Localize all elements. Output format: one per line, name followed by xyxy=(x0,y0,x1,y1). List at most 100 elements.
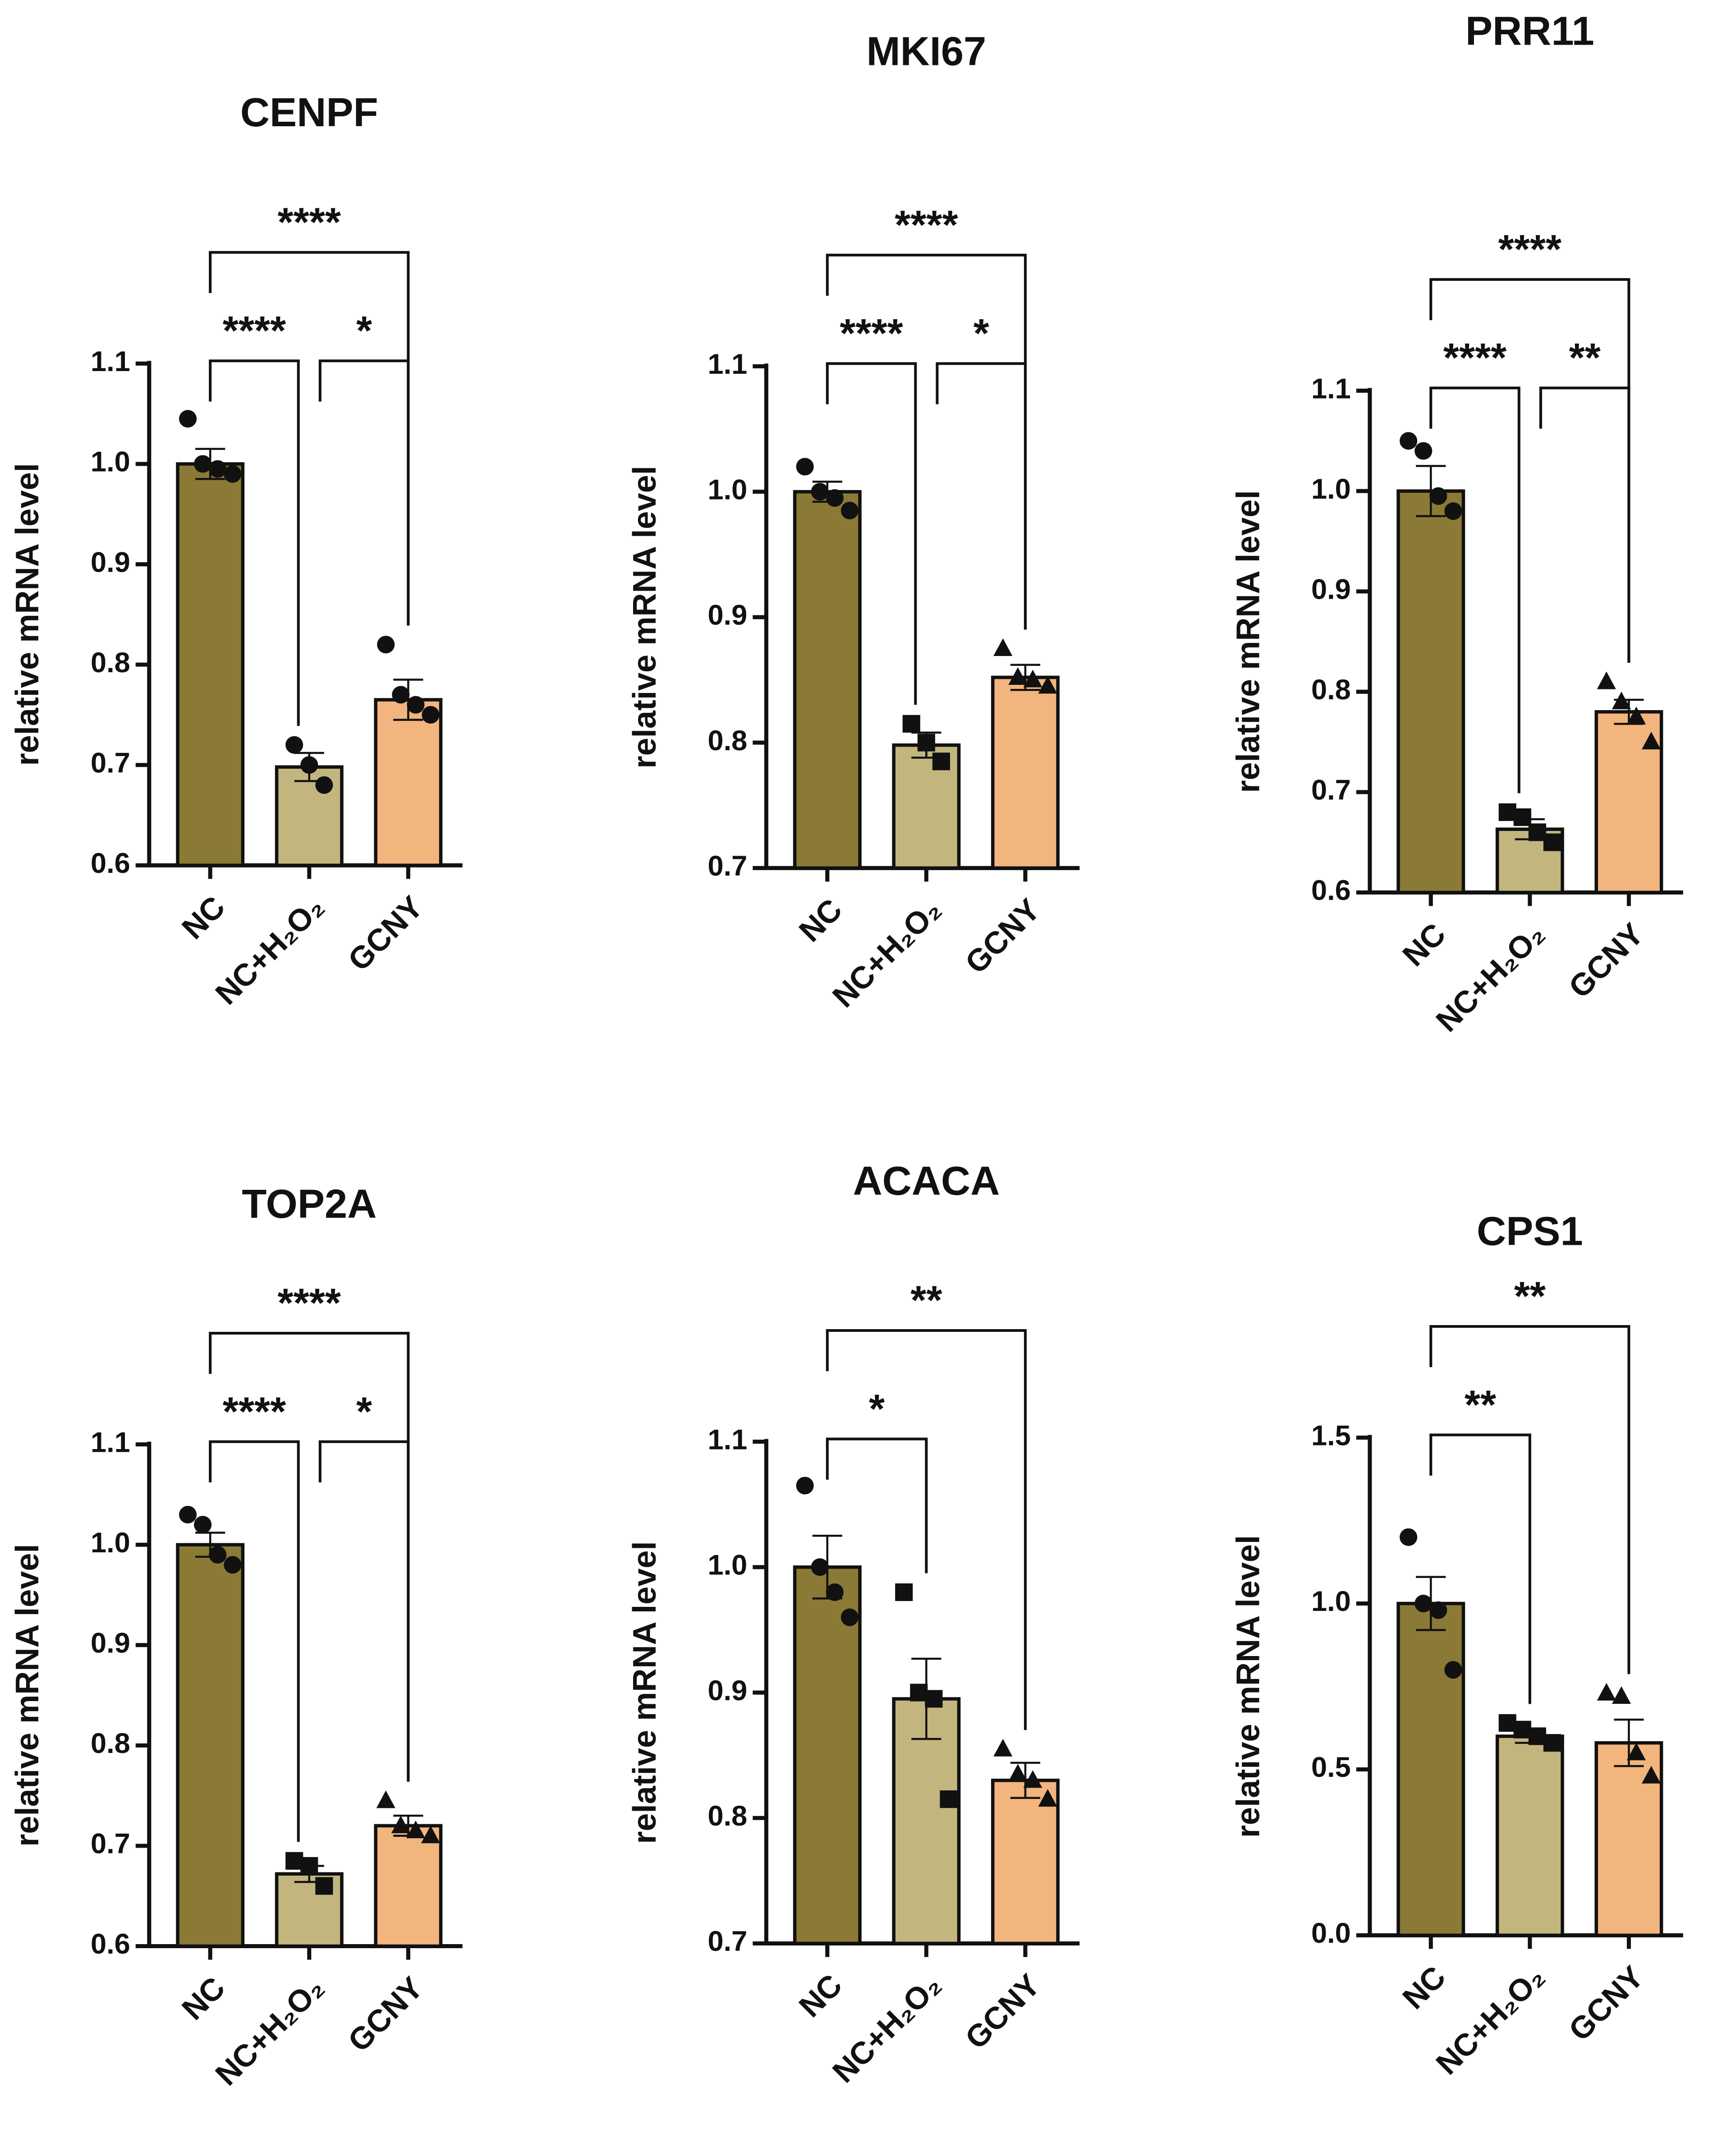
significance-label: * xyxy=(356,1389,372,1434)
bar xyxy=(176,462,245,867)
x-tick-label: GCNY xyxy=(1562,916,1650,1005)
data-point xyxy=(406,1821,425,1839)
data-point xyxy=(993,1739,1013,1757)
data-point xyxy=(422,706,440,724)
data-point xyxy=(1023,1770,1043,1788)
significance-label: **** xyxy=(895,202,958,248)
data-point xyxy=(902,715,920,733)
data-point xyxy=(1008,667,1028,685)
x-tick-label: GCNY xyxy=(958,892,1047,980)
data-point xyxy=(407,696,425,714)
significance-bracket xyxy=(209,359,300,726)
y-tick-label: 0.8 xyxy=(91,1728,130,1759)
y-tick-label: 1.0 xyxy=(1311,1586,1351,1617)
data-point xyxy=(421,1826,441,1844)
error-bar xyxy=(1416,465,1446,518)
significance-bracket xyxy=(209,1331,410,1782)
data-point xyxy=(1008,1764,1028,1782)
y-tick-label: 1.0 xyxy=(1311,473,1351,505)
error-bar xyxy=(393,679,423,721)
significance-label: **** xyxy=(840,311,903,356)
data-point xyxy=(993,638,1013,656)
data-point xyxy=(1597,1683,1616,1701)
data-point xyxy=(1641,1766,1661,1784)
bar xyxy=(176,1543,245,1948)
y-tick-label: 0.6 xyxy=(91,1928,130,1960)
data-point xyxy=(392,686,410,704)
significance-bracket xyxy=(826,1329,1027,1730)
significance-bracket xyxy=(318,1440,410,1782)
significance-bracket xyxy=(1539,386,1630,663)
y-axis-label: relative mRNA level xyxy=(9,463,46,766)
panel: TOP2A relative mRNA level 0.6 0.7 0.8 0.9 1.0 1… xyxy=(9,1181,463,2092)
x-tick-label: GCNY xyxy=(341,1970,429,2058)
data-point xyxy=(1597,671,1616,689)
data-point xyxy=(391,1815,410,1833)
y-tick-label: 0.9 xyxy=(91,546,130,578)
data-point xyxy=(840,501,859,519)
bar xyxy=(793,490,862,870)
y-tick-label: 1.1 xyxy=(91,346,130,377)
data-point xyxy=(1038,676,1057,694)
y-tick-label: 0.9 xyxy=(708,1675,748,1707)
bar xyxy=(793,1565,862,1945)
significance-bracket xyxy=(1429,1433,1531,1704)
significance-label: **** xyxy=(1443,335,1507,381)
data-point xyxy=(1415,442,1433,460)
panel: CPS1 relative mRNA level 0.0 0.5 1.0 1.5 NCNC+… xyxy=(1230,1208,1683,2081)
significance-bracket xyxy=(826,362,917,705)
y-tick-label: 0.6 xyxy=(1311,875,1351,906)
data-point xyxy=(1543,1734,1561,1752)
y-tick-label: 1.0 xyxy=(91,1527,130,1559)
significance-bracket xyxy=(1429,386,1520,794)
panel: ACACA relative mRNA level 0.7 0.8 0.9 1.0 1.1 N… xyxy=(627,1158,1080,2089)
y-tick-label: 0.7 xyxy=(708,850,748,882)
data-point xyxy=(1429,487,1447,505)
y-tick-label: 1.0 xyxy=(91,446,130,478)
y-tick-label: 1.1 xyxy=(708,1424,748,1455)
x-tick-label: NC+H₂O₂ xyxy=(208,1970,331,2092)
x-tick-label: NC+H₂O₂ xyxy=(1429,1959,1551,2081)
significance-label: ** xyxy=(1569,335,1601,381)
y-tick-label: 1.1 xyxy=(708,349,748,380)
y-tick-label: 0.9 xyxy=(1311,573,1351,605)
data-point xyxy=(917,734,935,752)
x-tick-label: NC xyxy=(175,889,232,946)
significance-bracket xyxy=(1429,278,1630,663)
data-point xyxy=(840,1608,859,1626)
data-point xyxy=(300,756,318,774)
y-tick-label: 0.9 xyxy=(708,600,748,631)
significance-label: * xyxy=(869,1386,885,1431)
y-tick-label: 1.0 xyxy=(708,1550,748,1581)
y-tick-label: 1.0 xyxy=(708,474,748,505)
significance-label: **** xyxy=(223,1389,286,1434)
data-point xyxy=(1444,1661,1462,1679)
bar xyxy=(991,1779,1060,1945)
x-tick-label: NC xyxy=(792,1967,849,2024)
x-tick-label: NC xyxy=(792,892,849,949)
data-point xyxy=(209,1546,227,1564)
data-point xyxy=(194,455,212,473)
data-point xyxy=(1400,432,1418,450)
data-point xyxy=(224,465,242,483)
data-point xyxy=(1612,692,1631,710)
data-point xyxy=(932,752,950,771)
significance-bracket xyxy=(826,253,1027,630)
y-tick-label: 1.5 xyxy=(1311,1420,1351,1451)
y-tick-label: 0.8 xyxy=(708,1800,748,1832)
significance-label: ** xyxy=(1465,1382,1497,1427)
data-point xyxy=(1543,833,1561,851)
data-point xyxy=(1444,502,1462,520)
data-point xyxy=(285,1852,303,1870)
data-point xyxy=(1415,1595,1433,1613)
y-axis-label: relative mRNA level xyxy=(627,466,663,768)
x-tick-label: GCNY xyxy=(341,889,429,977)
panel: PRR11 relative mRNA level 0.6 0.7 0.8 0.9 1.0 1… xyxy=(1230,8,1683,1038)
y-tick-label: 0.8 xyxy=(1311,674,1351,706)
x-tick-label: NC+H₂O₂ xyxy=(826,1967,948,2089)
significance-bracket xyxy=(209,251,410,626)
panel: CENPF relative mRNA level 0.6 0.7 0.8 0.9 1.0 1… xyxy=(9,90,463,1011)
data-point xyxy=(1513,808,1531,826)
y-tick-label: 0.9 xyxy=(91,1627,130,1659)
chart-title: MKI67 xyxy=(866,28,986,74)
